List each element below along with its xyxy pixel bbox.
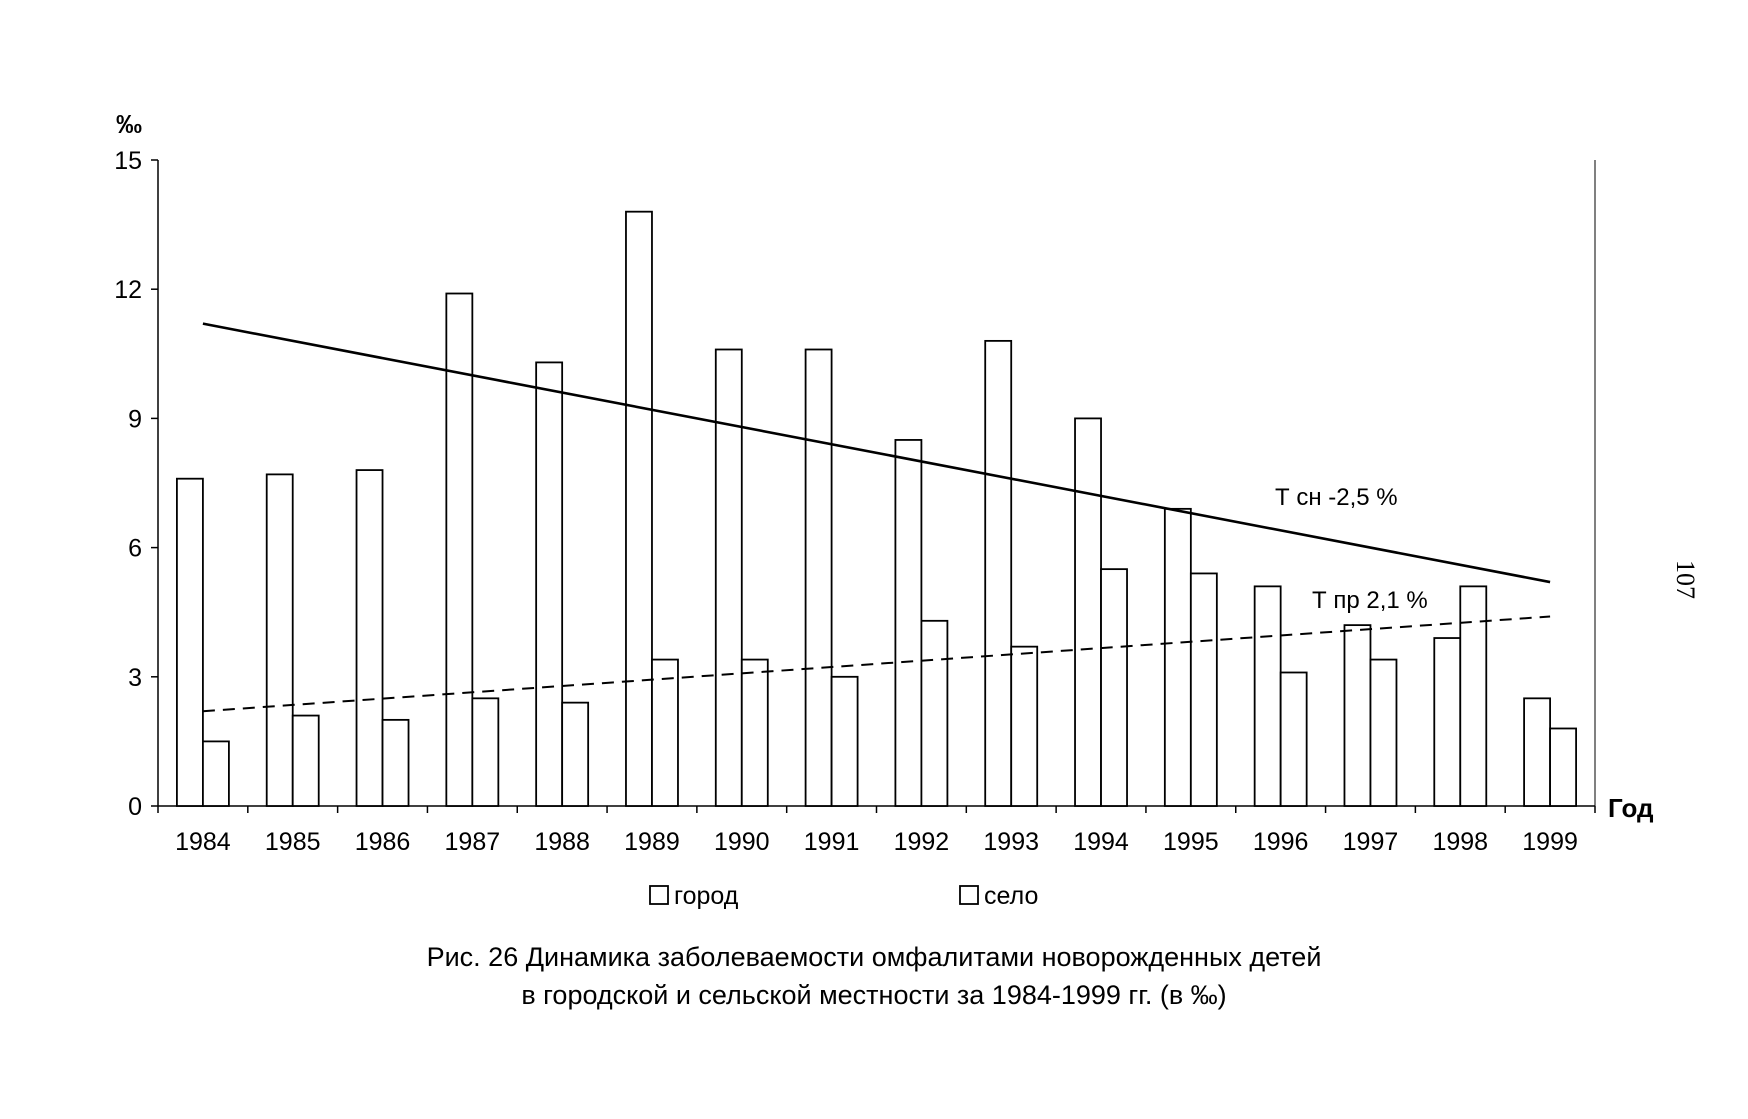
x-tick-label: 1999 (1522, 828, 1578, 856)
bar-city (355, 469, 384, 807)
page-number: 107 (1671, 560, 1700, 599)
x-tick-label: 1998 (1432, 828, 1488, 856)
trendline-label-city: Т сн -2,5 % (1275, 484, 1398, 511)
bar-village (1100, 568, 1128, 807)
x-tick-label: 1997 (1343, 828, 1399, 856)
legend: город село (649, 882, 1038, 910)
x-tick-label: 1995 (1163, 828, 1219, 856)
bar-village (202, 740, 230, 807)
x-tick-label: 1991 (804, 828, 860, 856)
y-tick-label: 15 (114, 147, 142, 175)
legend-label-city: город (674, 882, 739, 910)
x-tick-label: 1996 (1253, 828, 1309, 856)
bar-city (1253, 585, 1282, 807)
bar-city (984, 339, 1013, 807)
x-tick-label: 1988 (534, 828, 590, 856)
x-tick-label: 1989 (624, 828, 680, 856)
bar-city (265, 473, 294, 807)
bar-village (561, 701, 590, 807)
bar-village (920, 619, 949, 807)
x-tick-label: 1984 (175, 828, 231, 856)
bar-village (381, 718, 410, 807)
y-tick-label: 6 (128, 535, 142, 563)
bar-city (625, 210, 653, 807)
bar-village (1459, 585, 1488, 807)
bar-city (1523, 697, 1551, 807)
bar-village (830, 675, 859, 807)
legend-label-village: село (984, 882, 1038, 910)
bar-city (535, 361, 564, 807)
figure-caption: Рис. 26 Динамика заболеваемости омфалита… (0, 938, 1748, 1014)
x-tick-label: 1994 (1073, 828, 1129, 856)
bar-city (1163, 507, 1192, 807)
caption-line-1: Рис. 26 Динамика заболеваемости омфалита… (426, 942, 1322, 972)
bars (176, 210, 1577, 807)
trendlines: Т сн -2,5 % Т пр 2,1 % (202, 322, 1551, 713)
axes: 0 3 6 9 12 15 ‰ 1984 1985 1986 1987 1988 1989 1990 199… (114, 109, 1654, 856)
y-tick-label: 12 (114, 276, 142, 304)
x-tick-label: 1993 (983, 828, 1039, 856)
bar-city (445, 292, 474, 807)
caption-line-2: в городской и сельской местности за 1984… (521, 980, 1227, 1010)
x-tick-label: 1987 (445, 828, 501, 856)
bar-village (651, 658, 679, 807)
y-tick-label: 9 (128, 405, 142, 433)
bar-city (176, 477, 204, 807)
bar-city (714, 348, 743, 807)
bar-city (1074, 417, 1102, 807)
trendline-village (202, 615, 1551, 713)
x-tick-label: 1990 (714, 828, 770, 856)
y-tick-label: 0 (128, 793, 142, 821)
x-tick-label: 1985 (265, 828, 321, 856)
y-axis-unit-label: ‰ (116, 109, 142, 139)
bar-village (291, 714, 320, 807)
x-tick-label: 1986 (355, 828, 411, 856)
bar-village (740, 658, 769, 807)
bar-city (804, 348, 833, 807)
bar-village (1010, 645, 1039, 807)
x-axis-label: Год (1608, 793, 1654, 823)
trendline-label-village: Т пр 2,1 % (1312, 587, 1428, 614)
trendline-city (202, 322, 1551, 584)
bar-city (1343, 624, 1372, 807)
x-tick-label: 1992 (894, 828, 950, 856)
bar-village (1369, 658, 1398, 807)
y-tick-label: 3 (128, 664, 142, 692)
bar-city (894, 439, 923, 807)
legend-swatch-city (649, 885, 669, 905)
bar-village (471, 697, 500, 807)
chart: 0 3 6 9 12 15 ‰ 1984 1985 1986 1987 1988 1989 1990 199… (114, 109, 1654, 910)
bar-village (1549, 727, 1577, 807)
legend-swatch-village (959, 885, 979, 905)
bar-city (1433, 637, 1462, 807)
bar-village (1189, 572, 1218, 807)
bar-village (1279, 671, 1308, 807)
